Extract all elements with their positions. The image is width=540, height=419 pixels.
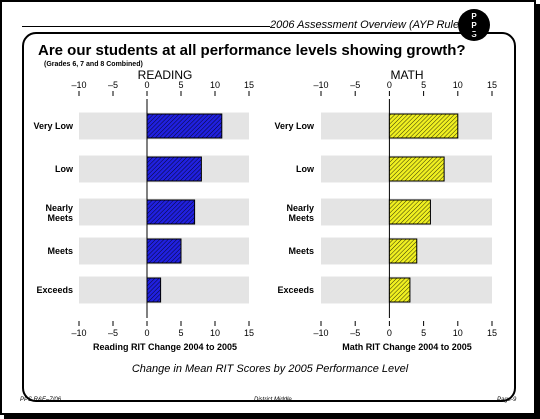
math-top-tick-label: 0 [387, 80, 392, 90]
frame-shadow-bottom [4, 415, 540, 419]
header-title: 2006 Assessment Overview (AYP Rules) [270, 19, 469, 31]
pps-logo: P P S [458, 9, 490, 41]
reading-bottom-tick-label: 5 [178, 328, 183, 338]
content-panel [22, 32, 516, 402]
reading-category-label: Very Low [33, 121, 74, 131]
reading-bar [146, 199, 196, 225]
reading-category-label: Meets [47, 246, 73, 256]
reading-category-label: Nearly Meets [45, 203, 73, 223]
math-bottom-tick-label: 15 [487, 328, 497, 338]
math-category-label: Nearly Meets [286, 203, 314, 223]
math-category-label: Very Low [274, 121, 315, 131]
reading-category-label: Exceeds [36, 285, 73, 295]
math-category-label: Exceeds [277, 285, 314, 295]
page-subtitle: (Grades 6, 7 and 8 Combined) [44, 61, 143, 68]
footer-left: PPS R&E–7/06 [20, 397, 62, 403]
math-bar [388, 113, 459, 139]
math-top-tick-label: 5 [421, 80, 426, 90]
math-bottom-tick-label: 10 [453, 328, 463, 338]
math-top-tick-label: 15 [487, 80, 497, 90]
reading-category-label: Low [55, 164, 74, 174]
math-bar [388, 199, 431, 225]
math-top-tick-label: –5 [350, 80, 360, 90]
footer-right: Page-9 [497, 397, 517, 403]
logo-letter: P [471, 11, 477, 21]
header-rule [22, 26, 270, 27]
reading-bottom-tick-label: –5 [108, 328, 118, 338]
math-category-label: Meets [288, 246, 314, 256]
figure-caption: Change in Mean RIT Scores by 2005 Perfor… [131, 363, 409, 375]
reading-bottom-tick-label: –10 [71, 328, 86, 338]
reading-top-tick-label: 0 [144, 80, 149, 90]
reading-bottom-tick-label: 15 [244, 328, 254, 338]
math-top-tick-label: 10 [453, 80, 463, 90]
reading-chart-title: READING [137, 68, 193, 82]
math-bottom-tick-label: 0 [387, 328, 392, 338]
reading-top-tick-label: 10 [210, 80, 220, 90]
math-bar [388, 277, 411, 303]
math-top-tick-label: –10 [313, 80, 328, 90]
math-bottom-tick-label: –5 [350, 328, 360, 338]
reading-bottom-tick-label: 0 [144, 328, 149, 338]
reading-top-tick-label: 5 [178, 80, 183, 90]
math-bar [388, 238, 418, 264]
reading-top-tick-label: 15 [244, 80, 254, 90]
logo-letter: P [471, 20, 477, 30]
page-title: Are our students at all performance leve… [38, 42, 466, 59]
math-bottom-tick-label: 5 [421, 328, 426, 338]
reading-top-tick-label: –10 [71, 80, 86, 90]
reading-top-tick-label: –5 [108, 80, 118, 90]
reading-bar [146, 113, 223, 139]
reading-bottom-tick-label: 10 [210, 328, 220, 338]
reading-bar [146, 238, 182, 264]
reading-row-band [79, 276, 249, 304]
math-bar [388, 156, 445, 182]
math-category-label: Low [296, 164, 315, 174]
reading-bar [146, 277, 162, 303]
math-chart-title: MATH [390, 68, 424, 82]
math-bottom-tick-label: –10 [313, 328, 328, 338]
reading-bar [146, 156, 202, 182]
reading-x-axis-label: Reading RIT Change 2004 to 2005 [92, 342, 238, 352]
frame-shadow-right [536, 4, 540, 419]
math-x-axis-label: Math RIT Change 2004 to 2005 [342, 342, 472, 352]
logo-letter: S [471, 29, 477, 39]
footer-center: District Middle [254, 397, 292, 403]
